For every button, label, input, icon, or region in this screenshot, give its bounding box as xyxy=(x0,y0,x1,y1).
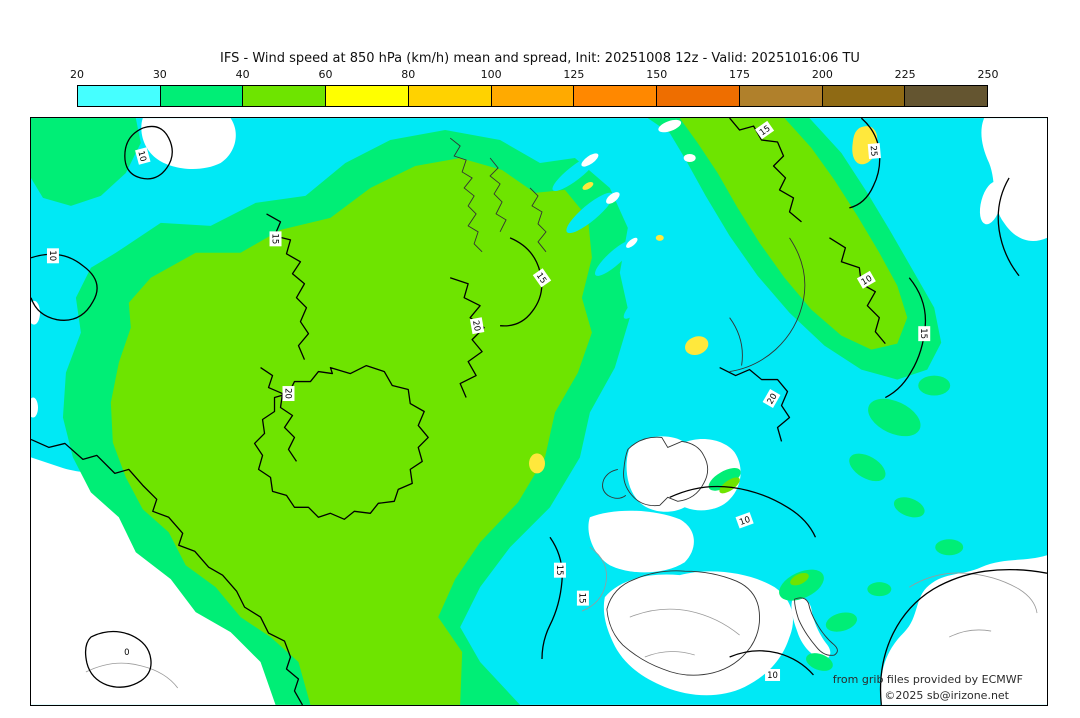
svg-text:15: 15 xyxy=(919,328,929,339)
contour-label: 10 xyxy=(765,668,781,681)
contour-label: 10 xyxy=(46,248,59,264)
page-title: IFS - Wind speed at 850 hPa (km/h) mean … xyxy=(220,51,860,66)
svg-text:15: 15 xyxy=(578,593,588,604)
svg-text:20: 20 xyxy=(471,320,483,332)
fill-below-20-regions xyxy=(31,118,1047,705)
svg-text:25: 25 xyxy=(869,145,880,157)
colorbar-segment xyxy=(78,86,160,106)
contour-label: 20 xyxy=(282,386,295,402)
colorbar-tick-label: 225 xyxy=(894,68,916,81)
svg-text:10: 10 xyxy=(859,273,873,287)
svg-text:10: 10 xyxy=(48,250,58,261)
contour-label: 20 xyxy=(469,317,485,335)
colorbar-tick-label: 125 xyxy=(563,68,585,81)
contour-label: 15 xyxy=(918,326,931,342)
svg-text:15: 15 xyxy=(270,233,280,244)
colorbar-tick-label: 20 xyxy=(70,68,84,81)
svg-text:20: 20 xyxy=(283,388,293,399)
colorbar-segment xyxy=(242,86,326,106)
colorbar-segment xyxy=(159,86,243,106)
fill-fjord-streaks xyxy=(552,154,664,356)
contour-label: 25 xyxy=(867,143,881,159)
svg-text:0: 0 xyxy=(124,647,129,657)
contour-label: 10 xyxy=(856,270,876,289)
colorbar-segment xyxy=(904,86,988,106)
colorbar-segment xyxy=(573,86,657,106)
contour-label: 20 xyxy=(762,389,781,409)
colorbar-segment xyxy=(490,86,574,106)
contour-label: 0 xyxy=(119,646,135,659)
colorbar xyxy=(77,85,988,107)
fill-fjord-white-slivers xyxy=(581,119,696,248)
svg-text:10: 10 xyxy=(136,150,148,163)
colorbar-tick-label: 80 xyxy=(401,68,416,81)
colorbar-segment xyxy=(821,86,905,106)
colorbar-tick-label: 100 xyxy=(480,68,502,81)
colorbar-tick-label: 150 xyxy=(646,68,668,81)
attribution-ecmwf: from grib files provided by ECMWF xyxy=(832,673,1023,686)
colorbar-segment xyxy=(738,86,822,106)
colorbar-tick-label: 175 xyxy=(729,68,751,81)
svg-text:20: 20 xyxy=(765,391,779,405)
colorbar-segment xyxy=(656,86,739,106)
svg-text:10: 10 xyxy=(767,670,778,680)
colorbar-tick-label: 250 xyxy=(977,68,999,81)
contour-label: 15 xyxy=(576,590,589,606)
colorbar-segment xyxy=(325,86,408,106)
svg-text:15: 15 xyxy=(555,565,565,576)
coastlines-dark xyxy=(449,137,838,676)
colorbar-tick-label: 30 xyxy=(152,68,167,81)
colorbar-tick-label: 60 xyxy=(318,68,333,81)
svg-text:10: 10 xyxy=(738,514,752,527)
contour-label: 15 xyxy=(553,562,566,578)
colorbar-tick-label: 40 xyxy=(235,68,250,81)
colorbar-tick-label: 200 xyxy=(811,68,833,81)
contour-label: 10 xyxy=(735,512,754,529)
map-panel: 10 10 15 20 20 15 15 25 10 15 20 10 15 15 0 10 from gri… xyxy=(30,117,1048,706)
spread-contours xyxy=(31,118,1047,705)
coastlines-light xyxy=(85,546,1038,689)
contour-label: 15 xyxy=(269,231,282,247)
contour-label: 10 xyxy=(135,147,151,165)
contour-label: 15 xyxy=(532,268,552,288)
attribution-copyright: ©2025 sb@irizone.net xyxy=(884,689,1009,702)
contour-label-group: 10 10 15 20 20 15 15 25 10 15 20 10 15 15 0 10 xyxy=(46,120,931,681)
wind-map-svg: 10 10 15 20 20 15 15 25 10 15 20 10 15 15 0 10 xyxy=(31,118,1047,705)
colorbar-segment xyxy=(407,86,491,106)
contour-label: 15 xyxy=(754,120,775,140)
fill-wind-40-60-regions xyxy=(110,118,908,705)
